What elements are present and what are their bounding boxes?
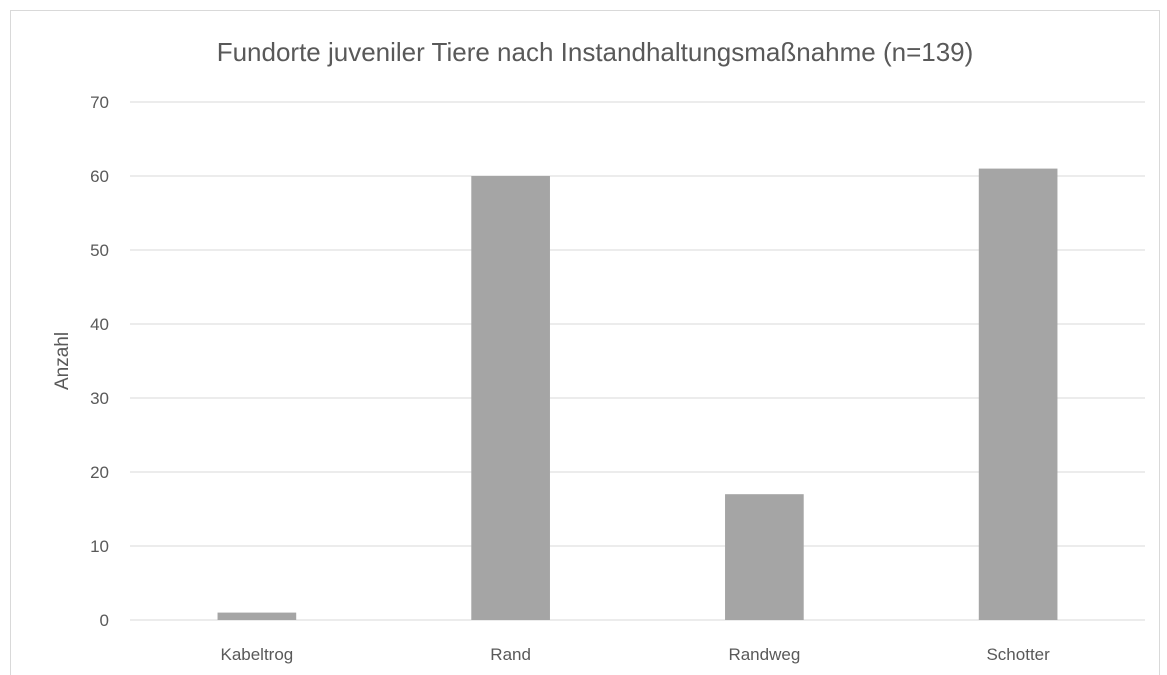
gridlines: [130, 101, 1145, 621]
y-tick-label: 50: [90, 241, 109, 260]
bars: [217, 168, 1058, 620]
y-tick-label: 10: [90, 537, 109, 556]
x-tick-label: Randweg: [728, 645, 800, 664]
bar-schotter: [978, 168, 1058, 620]
y-tick-label: 0: [100, 611, 109, 630]
x-tick-label: Kabeltrog: [220, 645, 293, 664]
bar-kabeltrog: [217, 612, 297, 620]
y-tick-label: 30: [90, 389, 109, 408]
x-tick-label: Schotter: [986, 645, 1050, 664]
y-tick-label: 40: [90, 315, 109, 334]
x-axis-ticks: Kabeltrog Rand Randweg Schotter: [220, 645, 1050, 664]
y-axis-ticks: 0 10 20 30 40 50 60 70: [90, 93, 109, 630]
y-tick-label: 70: [90, 93, 109, 112]
bar-rand: [471, 176, 550, 620]
y-tick-label: 20: [90, 463, 109, 482]
x-tick-label: Rand: [490, 645, 531, 664]
chart-frame: [10, 10, 1160, 675]
y-axis-label: Anzahl: [52, 332, 73, 390]
chart-title: Fundorte juveniler Tiere nach Instandhal…: [217, 37, 974, 67]
y-tick-label: 60: [90, 167, 109, 186]
bar-randweg: [725, 494, 804, 620]
